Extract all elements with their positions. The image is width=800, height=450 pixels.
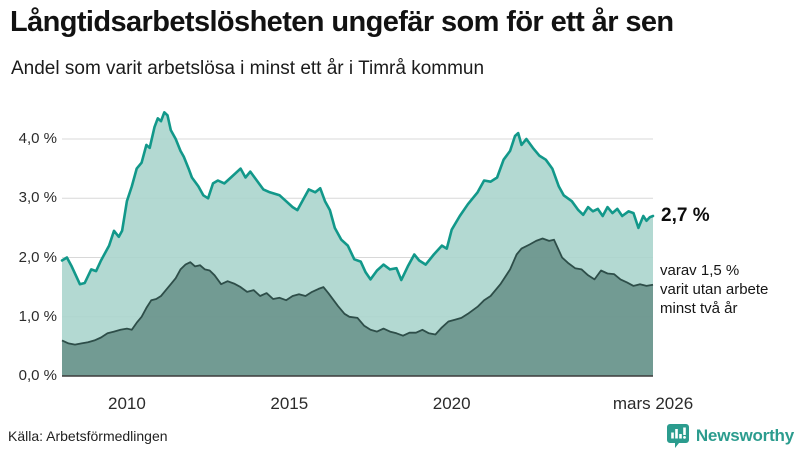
y-tick-label: 2,0 % [18, 248, 57, 266]
x-tick-label: 2010 [108, 394, 146, 413]
x-tick-label: 2015 [270, 394, 309, 413]
y-tick-label: 4,0 % [18, 130, 57, 147]
newsworthy-brand: Newsworthy [666, 423, 794, 448]
latest-value-label: 2,7 % [661, 205, 710, 226]
newsworthy-logo-icon [666, 423, 690, 448]
x-tick-label: 2020 [432, 394, 471, 413]
y-tick-label: 0,0 % [18, 367, 57, 384]
x-tick-label: mars 2026 [612, 394, 694, 413]
source-attribution: Källa: Arbetsförmedlingen [8, 428, 168, 444]
page-title: Långtidsarbetslösheten ungefär som för e… [10, 6, 674, 38]
secondary-series-note: varav 1,5 % varit utan arbete minst två … [660, 262, 769, 317]
line-total [60, 111, 655, 286]
y-tick-label: 1,0 % [18, 307, 57, 325]
area-two-years [62, 238, 653, 376]
y-tick-label: 3,0 % [18, 189, 57, 207]
line-two-years [61, 237, 654, 346]
chart-subtitle: Andel som varit arbetslösa i minst ett å… [11, 58, 485, 79]
newsworthy-brand-name: Newsworthy [695, 425, 794, 445]
